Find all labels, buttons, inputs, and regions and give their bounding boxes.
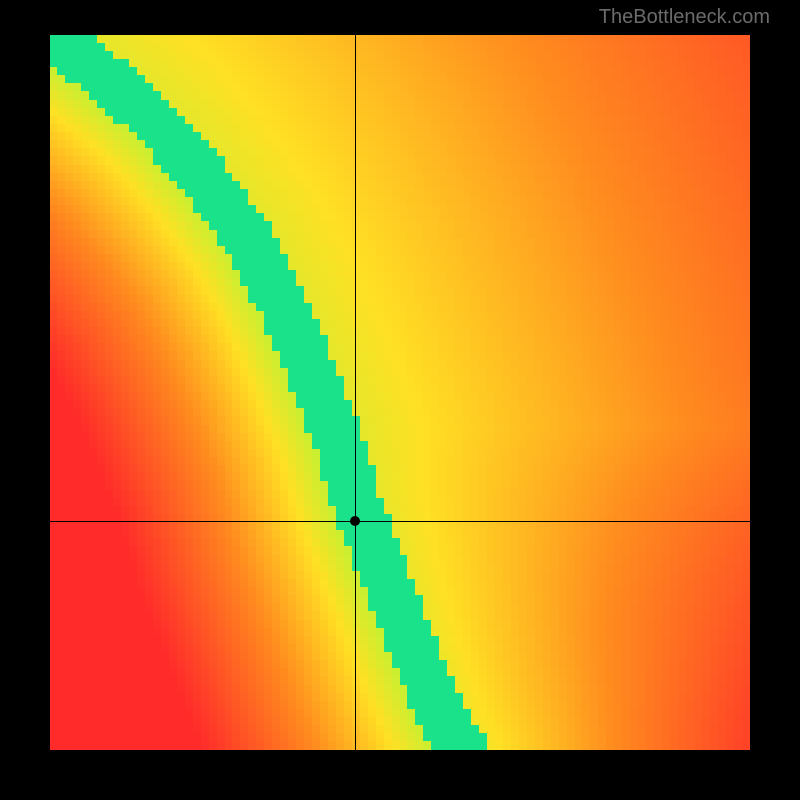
plot-area: [50, 35, 750, 750]
crosshair-horizontal: [50, 521, 750, 522]
heatmap-canvas: [50, 35, 750, 750]
chart-container: TheBottleneck.com: [0, 0, 800, 800]
watermark-text: TheBottleneck.com: [599, 6, 770, 29]
crosshair-vertical: [355, 35, 356, 750]
marker-dot: [350, 516, 360, 526]
